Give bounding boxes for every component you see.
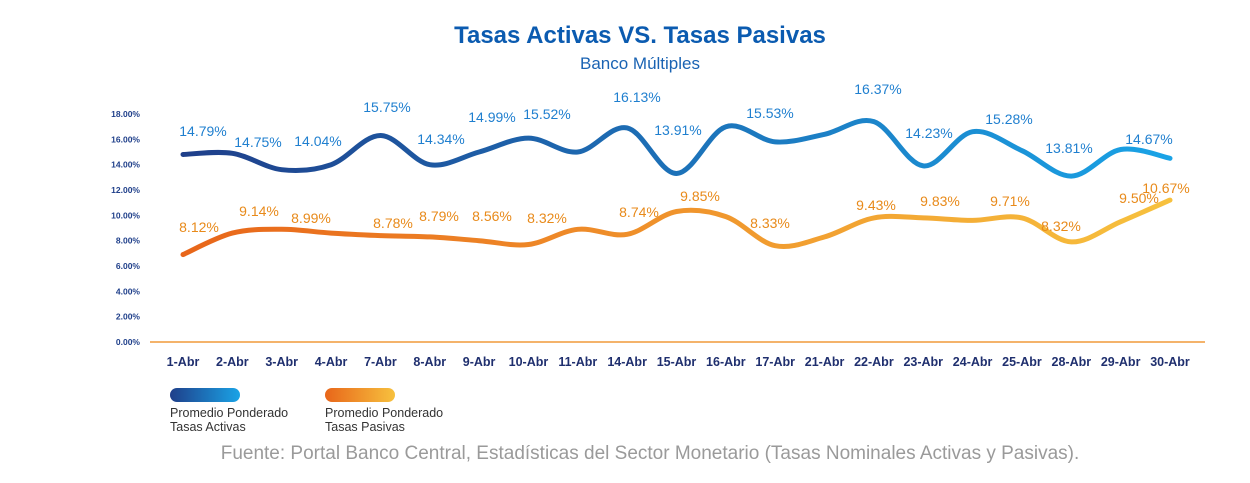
- x-tick-label: 2-Abr: [216, 355, 249, 369]
- x-tick-label: 16-Abr: [706, 355, 746, 369]
- legend-label-activas: Promedio Ponderado Tasas Activas: [170, 406, 289, 434]
- x-tick-label: 9-Abr: [463, 355, 496, 369]
- y-tick-label: 4.00%: [116, 286, 141, 296]
- data-label-pasivas: 8.78%: [373, 215, 413, 231]
- series-line-pasivas: [180, 197, 1173, 258]
- data-label-pasivas: 8.12%: [179, 219, 219, 235]
- y-tick-label: 16.00%: [111, 134, 140, 144]
- data-label-activas: 16.13%: [613, 89, 660, 105]
- y-tick-label: 0.00%: [116, 337, 141, 347]
- x-tick-label: 30-Abr: [1150, 355, 1190, 369]
- data-label-pasivas: 8.56%: [472, 208, 512, 224]
- y-tick-label: 10.00%: [111, 210, 140, 220]
- x-tick-label: 3-Abr: [265, 355, 298, 369]
- data-label-activas: 14.75%: [234, 134, 281, 150]
- y-tick-label: 2.00%: [116, 312, 141, 322]
- chart-subtitle: Banco Múltiples: [579, 54, 700, 73]
- x-tick-label: 10-Abr: [509, 355, 549, 369]
- data-label-pasivas: 8.74%: [619, 204, 659, 220]
- data-label-pasivas: 8.32%: [1041, 218, 1081, 234]
- data-label-pasivas: 8.79%: [419, 208, 459, 224]
- data-label-activas: 14.99%: [468, 109, 515, 125]
- chart-title: Tasas Activas VS. Tasas Pasivas: [454, 22, 826, 49]
- source-note: Fuente: Portal Banco Central, Estadístic…: [220, 443, 1080, 464]
- data-label-pasivas: 9.14%: [239, 203, 279, 219]
- data-label-pasivas: 10.67%: [1142, 180, 1189, 196]
- x-tick-label: 1-Abr: [167, 355, 200, 369]
- data-label-pasivas: 8.33%: [750, 215, 790, 231]
- y-tick-label: 12.00%: [111, 185, 140, 195]
- data-label-activas: 16.37%: [854, 81, 901, 97]
- x-tick-label: 23-Abr: [903, 355, 943, 369]
- x-tick-label: 7-Abr: [364, 355, 397, 369]
- data-label-pasivas: 9.85%: [680, 188, 720, 204]
- data-label-pasivas: 9.43%: [856, 197, 896, 213]
- y-axis: 0.00% 2.00% 4.00% 6.00% 8.00% 10.00% 12.00% 14.…: [111, 109, 140, 347]
- x-tick-label: 25-Abr: [1002, 355, 1042, 369]
- data-label-activas: 14.04%: [294, 133, 341, 149]
- y-tick-label: 14.00%: [111, 160, 140, 170]
- y-tick-label: 6.00%: [116, 261, 141, 271]
- data-label-activas: 14.67%: [1125, 131, 1172, 147]
- data-label-activas: 14.23%: [905, 125, 952, 141]
- x-tick-label: 28-Abr: [1052, 355, 1092, 369]
- x-tick-label: 17-Abr: [755, 355, 795, 369]
- data-label-activas: 15.28%: [985, 111, 1032, 127]
- data-label-activas: 13.81%: [1045, 140, 1092, 156]
- data-label-activas: 13.91%: [654, 122, 701, 138]
- x-tick-label: 22-Abr: [854, 355, 894, 369]
- legend-label-pasivas: Promedio Ponderado Tasas Pasivas: [325, 406, 444, 434]
- x-tick-label: 29-Abr: [1101, 355, 1141, 369]
- data-label-pasivas: 8.99%: [291, 210, 331, 226]
- x-tick-label: 14-Abr: [607, 355, 647, 369]
- legend-swatch-pasivas: [325, 388, 395, 402]
- data-label-activas: 14.79%: [179, 123, 226, 139]
- data-labels: 14.79% 14.75% 14.04% 15.75% 14.34%14.99% 15.5…: [179, 81, 1190, 235]
- x-tick-label: 8-Abr: [413, 355, 446, 369]
- legend-item-pasivas: Promedio Ponderado Tasas Pasivas: [325, 388, 475, 434]
- x-tick-label: 15-Abr: [657, 355, 697, 369]
- data-label-pasivas: 9.71%: [990, 193, 1030, 209]
- x-tick-label: 4-Abr: [315, 355, 348, 369]
- y-tick-label: 18.00%: [111, 109, 140, 119]
- data-label-pasivas: 9.50%: [1119, 190, 1159, 206]
- x-tick-label: 11-Abr: [558, 355, 597, 369]
- data-label-activas: 15.75%: [363, 99, 410, 115]
- data-label-activas: 15.53%: [746, 105, 793, 121]
- legend-item-activas: Promedio Ponderado Tasas Activas: [170, 388, 320, 434]
- series-line-activas: [180, 117, 1173, 179]
- x-tick-label: 24-Abr: [953, 355, 993, 369]
- chart-plot-area: 0.00% 2.00% 4.00% 6.00% 8.00% 10.00% 12.00% 14.…: [111, 81, 1205, 369]
- legend-swatch-activas: [170, 388, 240, 402]
- x-tick-label: 21-Abr: [805, 355, 845, 369]
- data-label-pasivas: 8.32%: [527, 210, 567, 226]
- y-tick-label: 8.00%: [116, 236, 141, 246]
- data-label-activas: 14.34%: [417, 131, 464, 147]
- x-axis: 1-Abr 2-Abr 3-Abr 4-Abr 7-Abr 8-Abr 9-Abr 10-Ab…: [150, 341, 1205, 369]
- data-label-activas: 15.52%: [523, 106, 570, 122]
- data-label-pasivas: 9.83%: [920, 193, 960, 209]
- series-lines: [180, 117, 1173, 258]
